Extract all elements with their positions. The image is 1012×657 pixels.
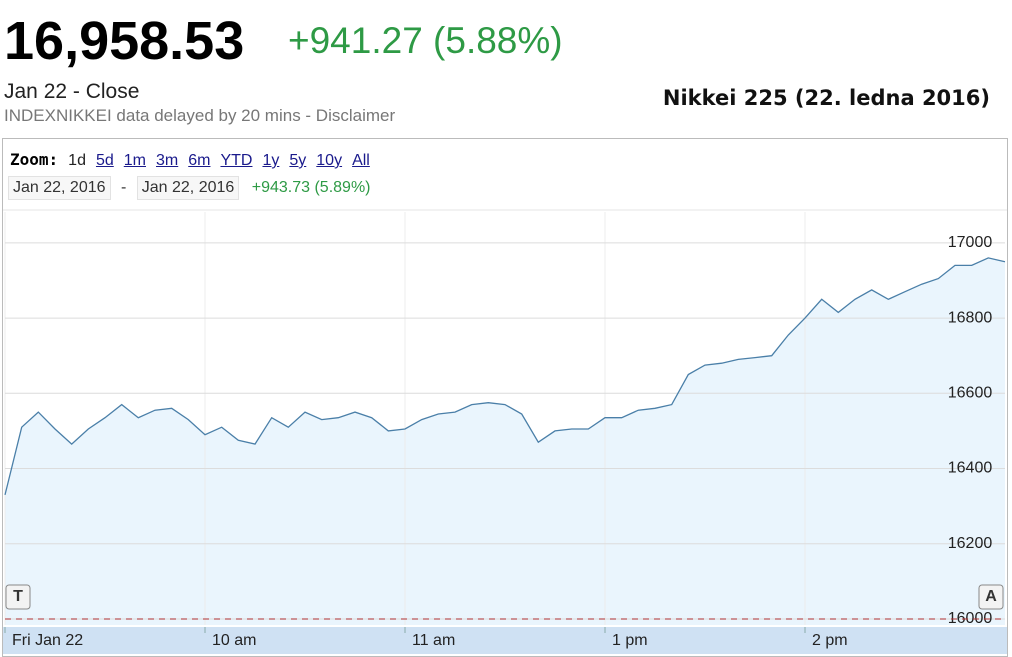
y-tick-label: 16400 <box>948 460 993 477</box>
range-row: Jan 22, 2016 - Jan 22, 2016 +943.73 (5.8… <box>8 176 371 200</box>
button[interactable] <box>978 584 1004 610</box>
y-tick-label: 17000 <box>948 234 993 251</box>
chart-title: Nikkei 225 (22. ledna 2016) <box>662 86 990 110</box>
y-tick-label: 16000 <box>948 610 993 627</box>
zoom-option[interactable]: YTD <box>220 152 253 169</box>
zoom-option[interactable]: 5d <box>95 152 114 169</box>
change: +941.27 (5.88%) <box>288 20 563 61</box>
price: 16,958.53 <box>4 11 245 71</box>
range-separator: - <box>120 179 127 196</box>
zoom-option[interactable]: All <box>352 152 370 169</box>
range-change: +943.73 (5.89%) <box>251 179 371 196</box>
range-from[interactable]: Jan 22, 2016 <box>8 176 111 200</box>
line <box>4 257 1006 496</box>
area <box>5 257 1005 625</box>
zoom-option[interactable]: 1d <box>68 152 86 169</box>
x-tick-label: Fri Jan 22 <box>12 632 83 649</box>
range-to[interactable]: Jan 22, 2016 <box>136 176 240 200</box>
button-label: T <box>13 588 23 605</box>
zoom-option[interactable]: 3m <box>156 152 179 169</box>
source: INDEXNIKKEI data delayed by 20 mins - Di… <box>4 106 396 125</box>
zoom-option[interactable]: 1y <box>262 152 280 169</box>
x-tick-label: 11 am <box>412 632 455 649</box>
x-tick-label: 1 pm <box>612 632 648 649</box>
zoom-option[interactable]: 5y <box>289 152 307 169</box>
zoom-option[interactable]: 10y <box>316 152 343 169</box>
zoom-option[interactable]: 6m <box>188 152 211 169</box>
x-tick-label: 10 am <box>212 632 256 649</box>
zoom-option[interactable]: 1m <box>123 152 146 169</box>
y-tick-label: 16200 <box>948 535 993 552</box>
zoom-row: Zoom: 1d 5d 1m 3m 6m YTD 1y 5y 10y All <box>10 150 380 170</box>
zoom-label: Zoom: <box>10 150 59 169</box>
x-axis-bar <box>3 627 1007 654</box>
y-tick-label: 16600 <box>948 385 993 402</box>
y-tick-label: 16800 <box>948 309 993 326</box>
x-tick-label: 2 pm <box>812 632 848 649</box>
close-label: Jan 22 - Close <box>4 80 140 103</box>
button[interactable] <box>5 584 31 610</box>
button-label: A <box>985 588 997 605</box>
